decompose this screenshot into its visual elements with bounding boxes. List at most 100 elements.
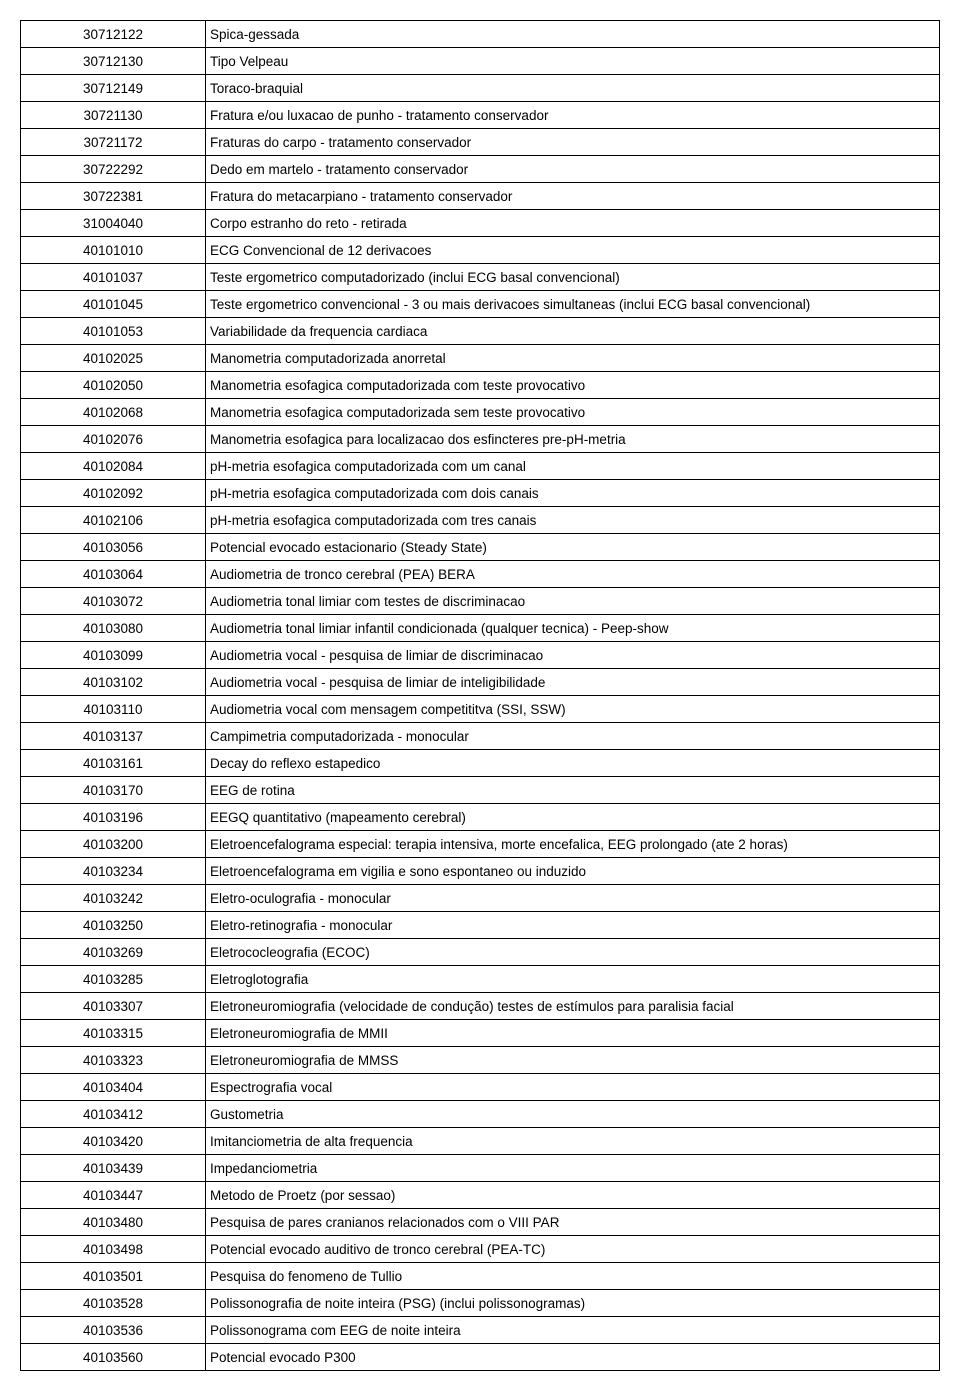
description-cell: Audiometria vocal - pesquisa de limiar d…	[206, 669, 940, 696]
table-row: 40102106pH-metria esofagica computadoriz…	[21, 507, 940, 534]
table-row: 40103285Eletroglotografia	[21, 966, 940, 993]
table-row: 40101053Variabilidade da frequencia card…	[21, 318, 940, 345]
code-cell: 40102050	[21, 372, 206, 399]
description-cell: Espectrografia vocal	[206, 1074, 940, 1101]
description-cell: Polissonograma com EEG de noite inteira	[206, 1317, 940, 1344]
table-row: 40102050Manometria esofagica computadori…	[21, 372, 940, 399]
description-cell: Eletroneuromiografia de MMSS	[206, 1047, 940, 1074]
table-row: 40103170EEG de rotina	[21, 777, 940, 804]
description-cell: Eletro-oculografia - monocular	[206, 885, 940, 912]
code-cell: 40103439	[21, 1155, 206, 1182]
code-cell: 30721172	[21, 129, 206, 156]
code-cell: 40103170	[21, 777, 206, 804]
code-cell: 40103072	[21, 588, 206, 615]
code-cell: 40103269	[21, 939, 206, 966]
table-row: 40102068Manometria esofagica computadori…	[21, 399, 940, 426]
description-cell: Variabilidade da frequencia cardiaca	[206, 318, 940, 345]
table-row: 40103080Audiometria tonal limiar infanti…	[21, 615, 940, 642]
code-cell: 40103420	[21, 1128, 206, 1155]
table-row: 40103099Audiometria vocal - pesquisa de …	[21, 642, 940, 669]
description-cell: Manometria esofagica computadorizada com…	[206, 372, 940, 399]
table-row: 30712122Spica-gessada	[21, 21, 940, 48]
description-cell: Eletroneuromiografia de MMII	[206, 1020, 940, 1047]
description-cell: Teste ergometrico convencional - 3 ou ma…	[206, 291, 940, 318]
description-cell: Gustometria	[206, 1101, 940, 1128]
description-cell: Potencial evocado estacionario (Steady S…	[206, 534, 940, 561]
code-cell: 40103161	[21, 750, 206, 777]
code-cell: 40103498	[21, 1236, 206, 1263]
description-cell: Polissonografia de noite inteira (PSG) (…	[206, 1290, 940, 1317]
code-cell: 40103196	[21, 804, 206, 831]
description-cell: Audiometria tonal limiar com testes de d…	[206, 588, 940, 615]
description-cell: Eletroneuromiografia (velocidade de cond…	[206, 993, 940, 1020]
table-row: 40103323Eletroneuromiografia de MMSS	[21, 1047, 940, 1074]
code-cell: 40103110	[21, 696, 206, 723]
table-row: 40103439Impedanciometria	[21, 1155, 940, 1182]
table-row: 40102092pH-metria esofagica computadoriz…	[21, 480, 940, 507]
description-cell: Eletroglotografia	[206, 966, 940, 993]
description-cell: Eletroencefalograma especial: terapia in…	[206, 831, 940, 858]
table-row: 40102025Manometria computadorizada anorr…	[21, 345, 940, 372]
table-row: 40103404Espectrografia vocal	[21, 1074, 940, 1101]
code-cell: 40102025	[21, 345, 206, 372]
table-row: 40101010ECG Convencional de 12 derivacoe…	[21, 237, 940, 264]
table-row: 40101045Teste ergometrico convencional -…	[21, 291, 940, 318]
code-cell: 30722381	[21, 183, 206, 210]
code-cell: 40103099	[21, 642, 206, 669]
table-row: 40103315Eletroneuromiografia de MMII	[21, 1020, 940, 1047]
description-cell: Teste ergometrico computadorizado (inclu…	[206, 264, 940, 291]
code-cell: 40103307	[21, 993, 206, 1020]
description-cell: Toraco-braquial	[206, 75, 940, 102]
description-cell: Corpo estranho do reto - retirada	[206, 210, 940, 237]
table-row: 40103269Eletrococleografia (ECOC)	[21, 939, 940, 966]
code-cell: 40103064	[21, 561, 206, 588]
table-row: 40103196EEGQ quantitativo (mapeamento ce…	[21, 804, 940, 831]
code-cell: 40103137	[21, 723, 206, 750]
table-row: 40103056Potencial evocado estacionario (…	[21, 534, 940, 561]
table-body: 30712122Spica-gessada30712130Tipo Velpea…	[21, 21, 940, 1371]
table-row: 40103480Pesquisa de pares cranianos rela…	[21, 1209, 940, 1236]
code-cell: 40103447	[21, 1182, 206, 1209]
description-cell: Audiometria tonal limiar infantil condic…	[206, 615, 940, 642]
code-cell: 40103501	[21, 1263, 206, 1290]
code-cell: 40103200	[21, 831, 206, 858]
code-cell: 30721130	[21, 102, 206, 129]
table-row: 40103536Polissonograma com EEG de noite …	[21, 1317, 940, 1344]
description-cell: Pesquisa do fenomeno de Tullio	[206, 1263, 940, 1290]
code-cell: 40101045	[21, 291, 206, 318]
description-cell: pH-metria esofagica computadorizada com …	[206, 507, 940, 534]
table-row: 40103560Potencial evocado P300	[21, 1344, 940, 1371]
code-cell: 30712130	[21, 48, 206, 75]
description-cell: Fratura do metacarpiano - tratamento con…	[206, 183, 940, 210]
description-cell: Campimetria computadorizada - monocular	[206, 723, 940, 750]
description-cell: Fraturas do carpo - tratamento conservad…	[206, 129, 940, 156]
code-cell: 40102106	[21, 507, 206, 534]
code-cell: 40103102	[21, 669, 206, 696]
table-row: 40103447Metodo de Proetz (por sessao)	[21, 1182, 940, 1209]
description-cell: Audiometria vocal com mensagem competiti…	[206, 696, 940, 723]
description-cell: Potencial evocado auditivo de tronco cer…	[206, 1236, 940, 1263]
table-row: 40103250Eletro-retinografia - monocular	[21, 912, 940, 939]
description-cell: EEG de rotina	[206, 777, 940, 804]
table-row: 40103110Audiometria vocal com mensagem c…	[21, 696, 940, 723]
table-row: 40103242Eletro-oculografia - monocular	[21, 885, 940, 912]
code-cell: 30722292	[21, 156, 206, 183]
code-cell: 40103323	[21, 1047, 206, 1074]
description-cell: ECG Convencional de 12 derivacoes	[206, 237, 940, 264]
description-cell: Spica-gessada	[206, 21, 940, 48]
table-row: 40103161Decay do reflexo estapedico	[21, 750, 940, 777]
table-row: 30721172Fraturas do carpo - tratamento c…	[21, 129, 940, 156]
table-row: 30712130Tipo Velpeau	[21, 48, 940, 75]
code-cell: 40103285	[21, 966, 206, 993]
table-row: 40103501Pesquisa do fenomeno de Tullio	[21, 1263, 940, 1290]
code-cell: 40102092	[21, 480, 206, 507]
table-row: 40103412Gustometria	[21, 1101, 940, 1128]
code-cell: 30712122	[21, 21, 206, 48]
code-cell: 40103315	[21, 1020, 206, 1047]
description-cell: pH-metria esofagica computadorizada com …	[206, 453, 940, 480]
table-row: 30722292Dedo em martelo - tratamento con…	[21, 156, 940, 183]
description-cell: Manometria esofagica para localizacao do…	[206, 426, 940, 453]
table-row: 40103528Polissonografia de noite inteira…	[21, 1290, 940, 1317]
description-cell: Potencial evocado P300	[206, 1344, 940, 1371]
table-row: 40103498Potencial evocado auditivo de tr…	[21, 1236, 940, 1263]
